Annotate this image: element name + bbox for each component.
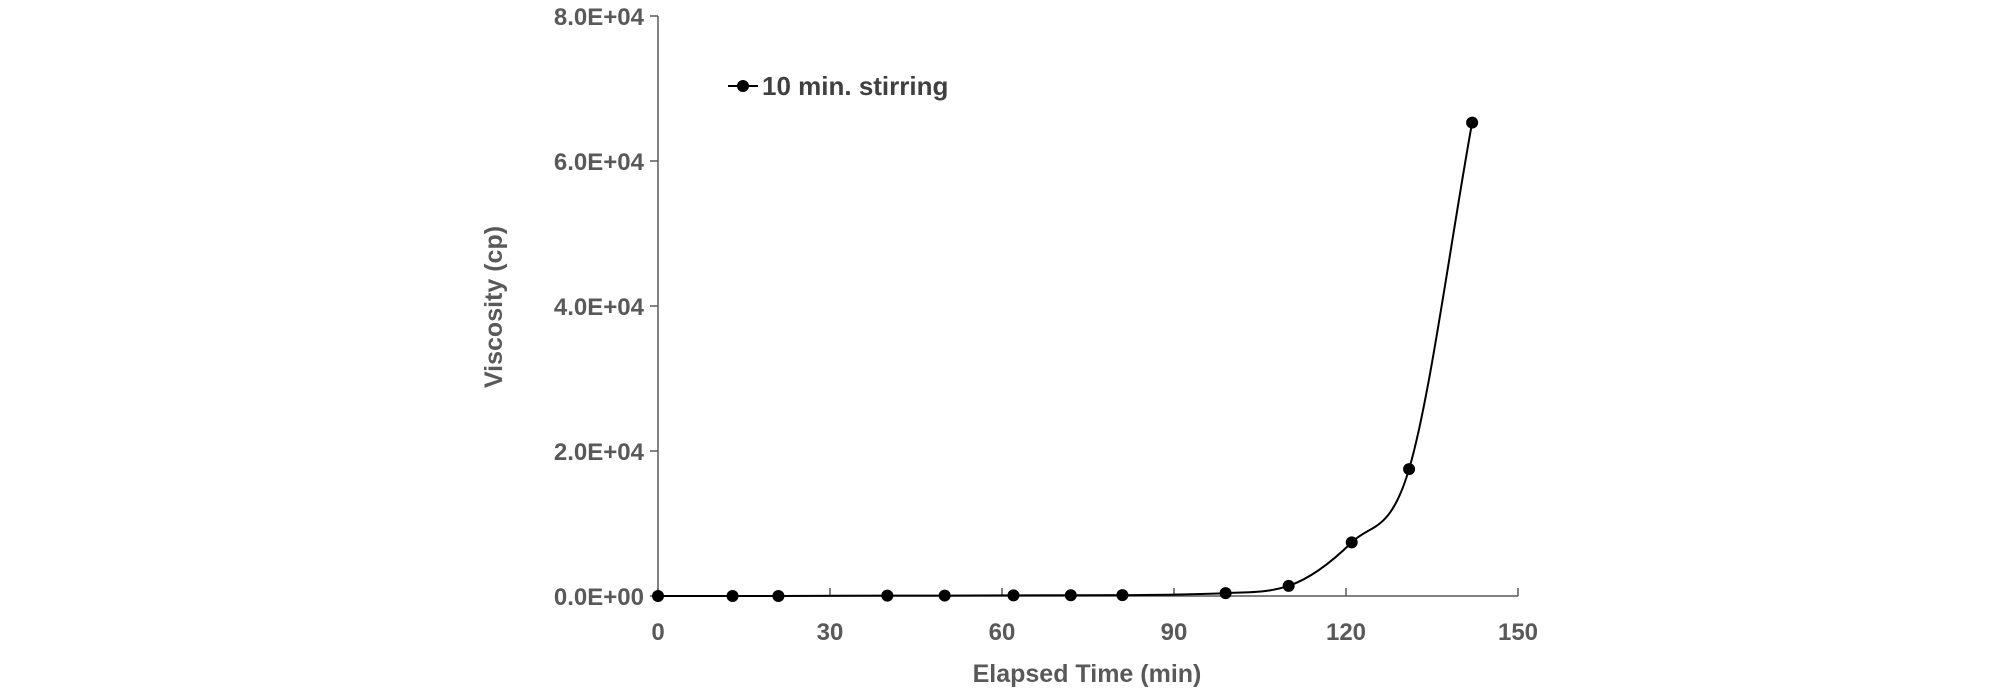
data-point [1116, 589, 1129, 602]
data-point [1403, 463, 1416, 476]
data-point [1345, 536, 1358, 549]
data-point [1282, 579, 1295, 592]
x-tick-label: 0 [651, 619, 664, 646]
x-tick-label: 150 [1498, 619, 1538, 646]
data-point [652, 590, 664, 602]
x-tick-label: 90 [1161, 619, 1188, 646]
x-axis-title: Elapsed Time (min) [973, 660, 1202, 688]
y-tick-label: 8.0E+04 [554, 4, 645, 31]
axes: 0.0E+00 2.0E+04 4.0E+04 6.0E+04 8.0E+04 0 30 60… [554, 4, 1538, 646]
data-point [938, 589, 951, 602]
data-point [1007, 589, 1020, 602]
y-axis-title: Viscosity (cp) [480, 226, 508, 388]
y-tick-label: 0.0E+00 [554, 584, 644, 611]
x-tick-label: 30 [817, 619, 844, 646]
x-tick-label: 60 [989, 619, 1016, 646]
data-point [881, 589, 894, 602]
legend: 10 min. stirring [728, 71, 948, 101]
legend-marker [737, 80, 749, 92]
data-point [772, 590, 785, 602]
y-tick-label: 4.0E+04 [554, 294, 645, 321]
series-line [657, 122, 1474, 597]
x-tick-label: 120 [1326, 619, 1366, 646]
data-point [726, 590, 739, 602]
data-point [1466, 116, 1479, 129]
data-point [1219, 587, 1232, 600]
series-layer [652, 116, 1479, 602]
data-point [1064, 589, 1077, 602]
legend-label: 10 min. stirring [762, 71, 948, 101]
y-tick-label: 6.0E+04 [554, 149, 645, 176]
y-tick-label: 2.0E+04 [554, 439, 645, 466]
